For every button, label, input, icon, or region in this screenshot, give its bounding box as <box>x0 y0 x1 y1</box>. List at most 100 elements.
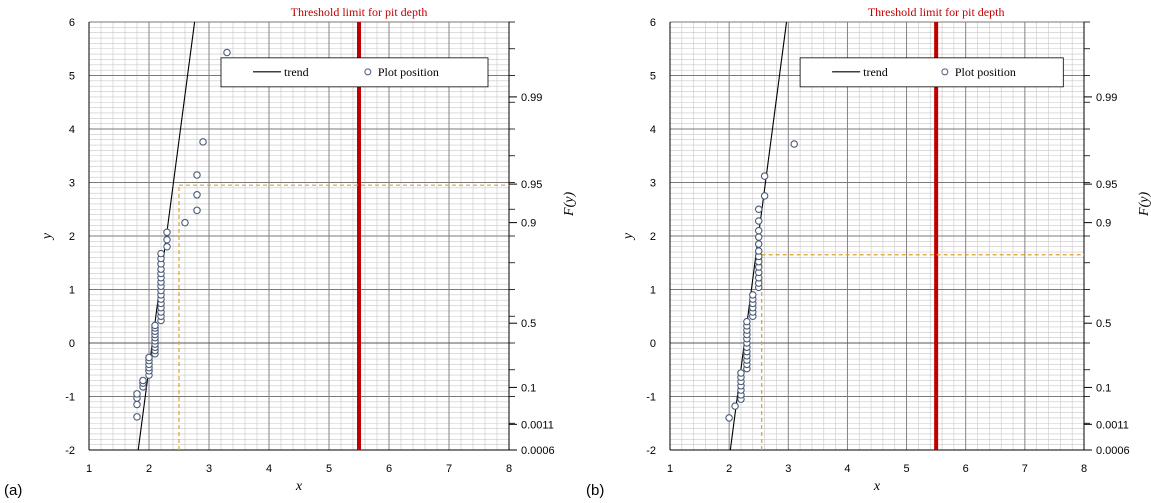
x-tick-label: 1 <box>86 463 92 475</box>
data-point <box>181 218 189 227</box>
x-axis-label: x <box>873 479 881 494</box>
legend: trend Plot position <box>799 57 1064 88</box>
y2-tick-label: 0.95 <box>1096 179 1117 191</box>
data-point <box>754 217 763 225</box>
data-point <box>223 48 231 57</box>
data-point <box>133 390 141 398</box>
x-axis-label: x <box>295 479 303 494</box>
legend-marker-label: Plot position <box>378 65 439 79</box>
data-point <box>754 226 763 235</box>
y-tick-label: 6 <box>650 17 656 29</box>
data-point <box>760 192 769 200</box>
y-tick-label: 5 <box>650 71 656 83</box>
y-tick-label: 1 <box>650 285 656 297</box>
data-point <box>157 249 165 258</box>
y2-tick-label: 0.99 <box>1096 92 1117 104</box>
chart-panel-b: 1 2 3 4 5 6 7 8 -2 -1 0 1 2 3 4 5 6 0.99 0.95 0.9 0.5 0.1 0.00… <box>586 5 1151 499</box>
x-tick-label: 4 <box>844 463 850 475</box>
y-tick-label: 4 <box>69 124 75 136</box>
y-tick-label: -1 <box>65 392 75 404</box>
data-point <box>754 233 763 241</box>
y-tick-label: 2 <box>69 231 75 243</box>
y2-tick-label: 0.0006 <box>521 445 555 457</box>
panel-label: (a) <box>4 482 22 499</box>
y2-tick-label: 0.99 <box>521 92 542 104</box>
x-tick-label: 5 <box>904 463 910 475</box>
x-tick-label: 5 <box>326 463 332 475</box>
y-tick-label: 2 <box>650 231 656 243</box>
y-tick-label: -1 <box>646 392 656 404</box>
y2-tick-label: 0.0011 <box>1096 419 1129 431</box>
y2-tick-label: 0.9 <box>1096 218 1111 230</box>
x-tick-label: 7 <box>1022 463 1028 475</box>
y2-axis-label: F(y) <box>1137 192 1151 217</box>
data-point <box>193 191 201 199</box>
x-tick-label: 8 <box>506 463 512 475</box>
data-point <box>163 228 171 237</box>
data-point <box>760 172 769 180</box>
data-point <box>749 291 757 299</box>
y2-tick-label: 0.1 <box>521 382 536 394</box>
data-point <box>754 205 763 214</box>
legend-marker-swatch <box>941 68 949 76</box>
y-tick-label: 1 <box>69 285 75 297</box>
data-point <box>731 402 739 410</box>
data-point <box>754 240 763 248</box>
chart-panel-a: 1 2 3 4 5 6 7 8 -2 -1 0 1 2 3 4 5 6 0.99 0.95 0.9 0.5 0.1 0.00… <box>4 5 577 499</box>
data-point <box>737 369 745 377</box>
legend-marker-swatch <box>364 68 372 76</box>
y2-tick-label: 0.0006 <box>1096 445 1130 457</box>
x-tick-label: 3 <box>785 463 791 475</box>
x-tick-label: 2 <box>146 463 152 475</box>
data-point <box>743 317 751 326</box>
y-tick-label: 0 <box>69 338 75 350</box>
y2-tick-label: 0.5 <box>521 318 536 330</box>
data-point <box>133 413 141 421</box>
trend-line <box>137 21 196 451</box>
y-axis-label: y <box>621 232 636 241</box>
data-point <box>725 414 733 422</box>
x-tick-label: 8 <box>1081 463 1087 475</box>
y-tick-label: 0 <box>650 338 656 350</box>
x-tick-label: 7 <box>446 463 452 475</box>
data-point <box>199 138 207 146</box>
y2-tick-label: 0.9 <box>521 218 536 230</box>
data-point <box>790 140 798 148</box>
y-tick-label: -2 <box>646 445 656 457</box>
data-point <box>754 247 763 255</box>
x-tick-label: 6 <box>386 463 392 475</box>
x-tick-label: 4 <box>266 463 272 475</box>
y2-axis-label: F(y) <box>562 192 577 217</box>
threshold-annotation: Threshold limit for pit depth <box>868 5 1005 19</box>
y-tick-label: -2 <box>65 445 75 457</box>
legend: trend Plot position <box>220 57 489 88</box>
data-point <box>133 400 141 409</box>
y-tick-label: 6 <box>69 17 75 29</box>
x-tick-label: 2 <box>726 463 732 475</box>
x-tick-label: 3 <box>206 463 212 475</box>
data-point <box>139 376 147 385</box>
y-tick-label: 3 <box>69 178 75 190</box>
panel-label: (b) <box>586 482 604 499</box>
legend-trend-label: trend <box>863 65 888 79</box>
y2-tick-label: 0.1 <box>1096 382 1111 394</box>
y-tick-label: 3 <box>650 178 656 190</box>
data-point <box>151 321 159 330</box>
data-point <box>193 206 201 215</box>
data-point <box>193 171 201 179</box>
y-axis-label: y <box>40 232 55 241</box>
data-point <box>163 242 171 251</box>
y-tick-label: 5 <box>69 71 75 83</box>
y-tick-label: 4 <box>650 124 656 136</box>
x-tick-label: 1 <box>667 463 673 475</box>
x-tick-label: 6 <box>963 463 969 475</box>
legend-marker-label: Plot position <box>955 65 1016 79</box>
y2-tick-label: 0.0011 <box>521 419 554 431</box>
y2-tick-label: 0.95 <box>521 179 542 191</box>
legend-trend-label: trend <box>284 65 309 79</box>
data-point <box>163 235 171 244</box>
series-plot-position <box>133 48 231 421</box>
data-point <box>145 353 153 362</box>
threshold-annotation: Threshold limit for pit depth <box>291 5 428 19</box>
